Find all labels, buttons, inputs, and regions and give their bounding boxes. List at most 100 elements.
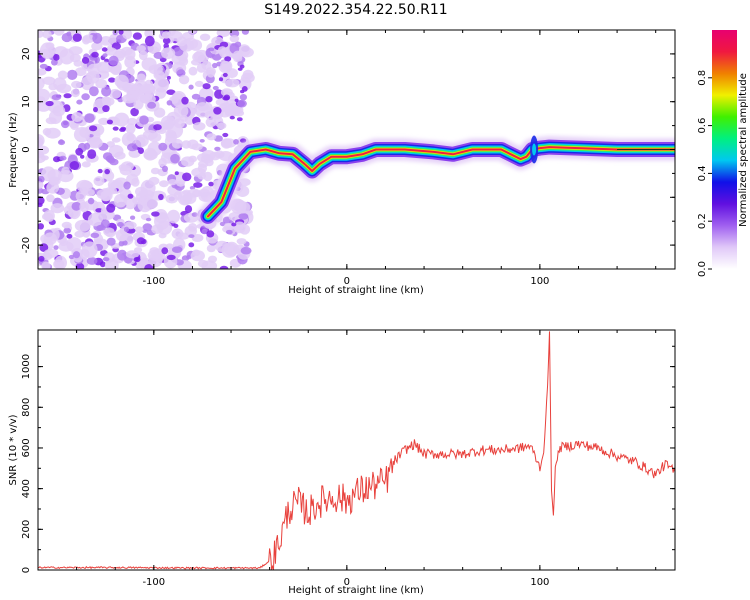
noise-speck (239, 64, 245, 69)
noise-speck (167, 209, 180, 224)
noise-speck (117, 222, 124, 227)
noise-speck (139, 83, 156, 94)
noise-speck (115, 48, 126, 59)
noise-speck (220, 60, 231, 71)
noise-speck (218, 77, 224, 82)
noise-speck (95, 208, 103, 213)
noise-speck (73, 251, 80, 259)
noise-speck (199, 33, 211, 41)
colorbar-bar (712, 30, 737, 269)
noise-speck (60, 120, 70, 129)
noise-speck (97, 168, 103, 174)
noise-speck (38, 175, 45, 183)
y-tick-label: 1000 (21, 354, 32, 379)
noise-speck (43, 232, 57, 245)
noise-speck (181, 140, 191, 149)
noise-speck (161, 47, 176, 59)
noise-speck (240, 138, 247, 143)
noise-speck (87, 197, 95, 205)
noise-speck (225, 229, 233, 235)
noise-speck (132, 32, 142, 40)
noise-speck (157, 78, 169, 88)
noise-speck (38, 223, 44, 230)
noise-speck (188, 66, 198, 76)
noise-speck (133, 256, 141, 263)
noise-speck (142, 130, 158, 140)
snr-panel: -100 0 100 0 200 400 600 800 1000 Height of str… (8, 329, 676, 596)
noise-speck (240, 89, 245, 94)
noise-speck (212, 62, 218, 69)
noise-speck (135, 136, 146, 148)
noise-speck (114, 151, 126, 160)
noise-speck (79, 201, 89, 213)
noise-speck (53, 245, 59, 251)
noise-speck (87, 212, 104, 227)
noise-speck (229, 35, 240, 43)
noise-speck (121, 132, 137, 147)
noise-speck (208, 47, 215, 52)
noise-speck (224, 241, 239, 257)
noise-speck (47, 169, 62, 182)
noise-speck (126, 117, 138, 126)
noise-speck (130, 107, 139, 117)
snr-y-label: SNR (10 * v/v) (8, 414, 19, 485)
noise-speck (171, 228, 184, 240)
noise-speck (61, 166, 70, 175)
noise-speck (139, 115, 149, 125)
noise-speck (188, 234, 195, 239)
noise-speck (57, 170, 74, 183)
noise-speck (59, 155, 67, 161)
noise-speck (201, 150, 216, 161)
figure-title: S149.2022.354.22.50.R11 (264, 2, 447, 18)
noise-speck (212, 85, 219, 91)
noise-speck (162, 165, 168, 172)
noise-speck (41, 261, 51, 269)
y-tick-label: 20 (21, 48, 32, 61)
noise-speck (123, 226, 130, 232)
spectrogram-y-ticks: -20 -10 0 10 20 (21, 29, 675, 270)
noise-speck (57, 70, 68, 80)
noise-speck (101, 47, 108, 52)
noise-speck (136, 73, 146, 82)
noise-speck (145, 149, 158, 160)
noise-speck (111, 137, 121, 143)
noise-speck (118, 240, 125, 247)
noise-speck (134, 226, 144, 233)
noise-speck (144, 30, 156, 39)
noise-speck (81, 161, 91, 168)
noise-speck (161, 247, 169, 255)
noise-speck (242, 69, 254, 80)
noise-speck (222, 132, 229, 138)
noise-speck (44, 127, 61, 139)
noise-speck (127, 143, 138, 152)
noise-speck (102, 53, 108, 58)
noise-speck (202, 83, 211, 90)
noise-speck (139, 95, 151, 104)
noise-speck (231, 222, 237, 227)
noise-speck (61, 32, 73, 43)
snr-plot-area (38, 330, 675, 570)
noise-speck (151, 211, 160, 217)
colorbar-tick-label: 0.0 (697, 261, 708, 277)
noise-speck (86, 257, 98, 265)
noise-speck (95, 78, 107, 89)
noise-speck (38, 255, 45, 262)
noise-speck (234, 201, 251, 214)
noise-speck (74, 230, 85, 238)
noise-speck (58, 241, 74, 252)
noise-speck (192, 51, 206, 63)
noise-speck (43, 248, 59, 258)
noise-speck (206, 244, 216, 253)
noise-speck (117, 249, 128, 261)
noise-speck (89, 125, 98, 132)
noise-speck (84, 188, 95, 197)
noise-speck (132, 197, 143, 205)
noise-speck (206, 69, 216, 78)
noise-speck (63, 227, 71, 234)
noise-speck (99, 261, 106, 268)
noise-speck (70, 88, 80, 98)
noise-speck (124, 55, 137, 69)
noise-speck (108, 77, 116, 83)
noise-speck (205, 96, 213, 103)
noise-speck (80, 154, 85, 159)
